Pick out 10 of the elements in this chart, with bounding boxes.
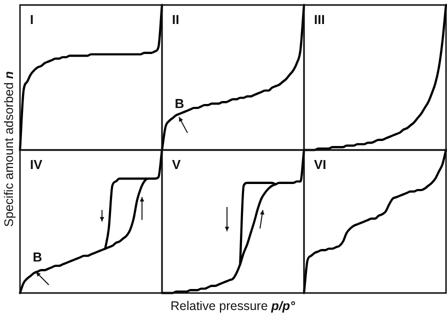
- y-axis-title: Specific amount adsorbed n: [2, 71, 16, 227]
- text: V: [172, 157, 181, 172]
- text: VI: [314, 157, 326, 172]
- annotation: B: [32, 250, 42, 265]
- text: IV: [30, 157, 43, 172]
- text: II: [172, 12, 180, 27]
- text: I: [30, 12, 34, 27]
- annotation: B: [174, 96, 184, 111]
- text: III: [314, 12, 325, 27]
- x-axis-title: Relative pressure p/p°: [170, 299, 295, 313]
